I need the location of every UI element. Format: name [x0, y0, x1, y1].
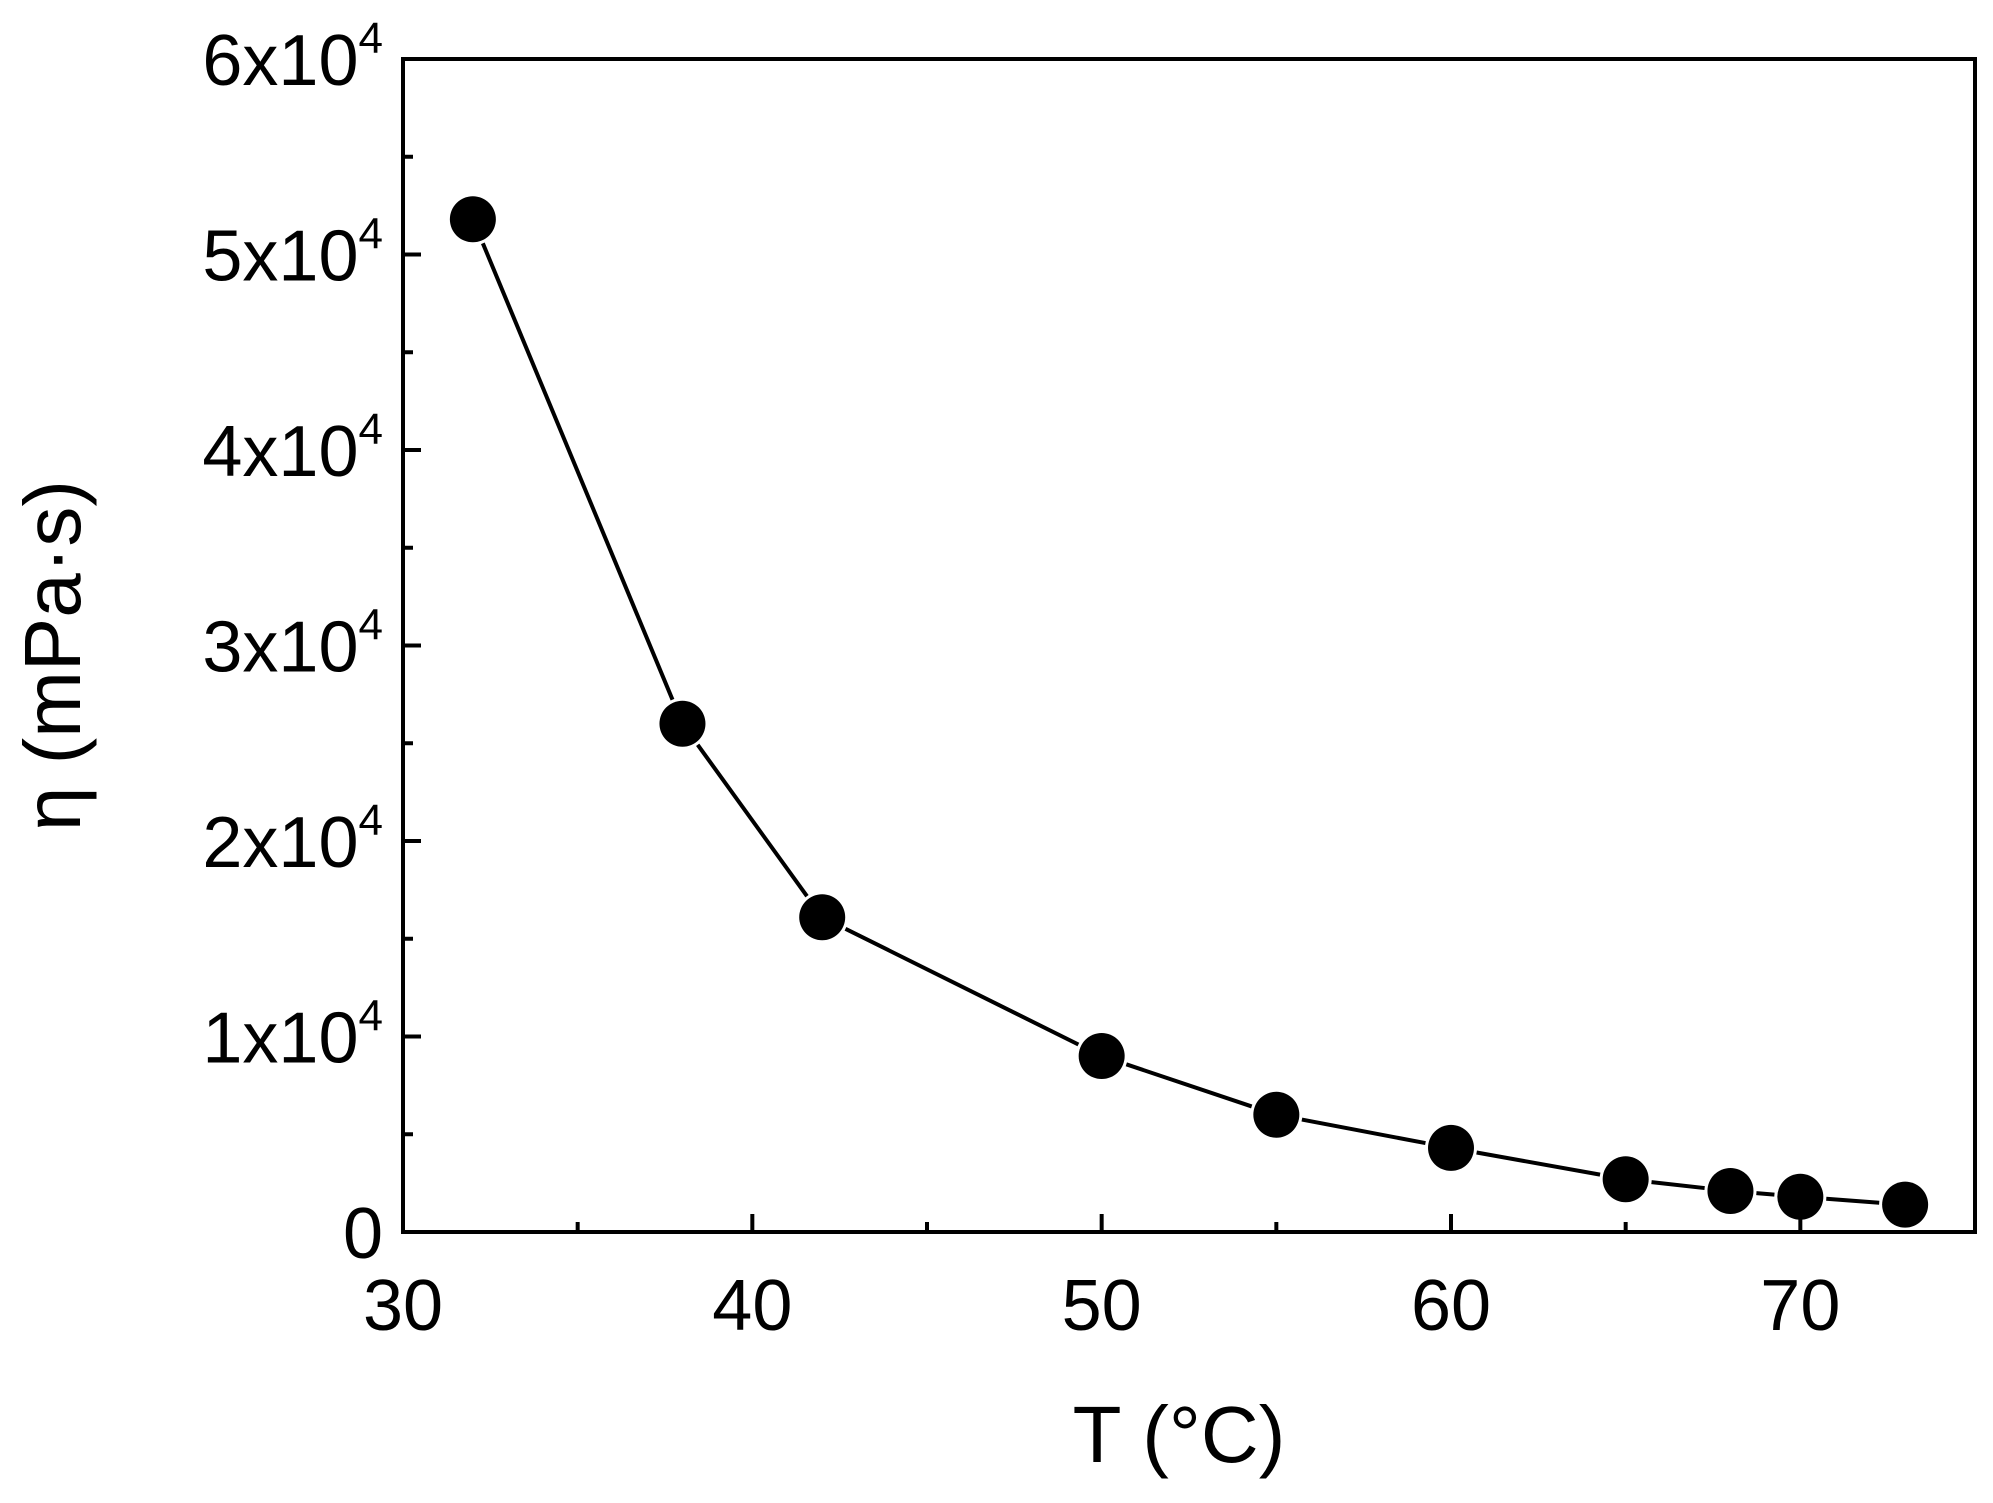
axis-ticks — [401, 57, 1977, 1234]
y-tick-labels: 0 1x104 2x104 3x104 4x104 5x104 6x104 — [202, 14, 383, 1274]
y-tick-label: 5x104 — [202, 210, 383, 297]
series-line-segment — [1476, 1150, 1601, 1177]
series-line-segment — [696, 743, 809, 898]
series-line-segment — [844, 927, 1080, 1047]
series-line-segment — [1301, 1117, 1426, 1146]
y-tick-label: 1x104 — [202, 992, 383, 1079]
y-tick-label: 0 — [343, 1194, 383, 1274]
x-tick-label: 30 — [363, 1266, 443, 1346]
data-point — [1882, 1181, 1929, 1228]
data-point — [1602, 1156, 1649, 1203]
y-tick-label: 4x104 — [202, 405, 383, 492]
data-point — [449, 196, 496, 243]
x-tick-label: 70 — [1760, 1266, 1840, 1346]
x-tick-label: 40 — [712, 1266, 792, 1346]
x-axis-label: T (°C) — [1073, 1390, 1286, 1479]
data-point — [1428, 1124, 1474, 1171]
y-tick-label: 6x104 — [202, 14, 383, 101]
x-tick-label: 60 — [1411, 1266, 1491, 1346]
x-tick-label: 50 — [1062, 1266, 1142, 1346]
y-tick-label: 2x104 — [202, 796, 383, 883]
series-line-segment — [1651, 1180, 1705, 1191]
series-line-segments — [480, 242, 1880, 1205]
series-line-segment — [1826, 1196, 1880, 1205]
series-line-segment — [1125, 1062, 1253, 1109]
data-point — [1707, 1167, 1754, 1214]
plot-frame — [401, 57, 1977, 1234]
data-point — [1253, 1091, 1300, 1138]
data-point — [799, 894, 846, 941]
data-point — [1078, 1033, 1125, 1080]
series-line-segment — [1756, 1191, 1775, 1197]
x-tick-labels: 30 40 50 60 70 — [363, 1266, 1840, 1346]
y-axis-label: η (mPa·s) — [8, 480, 97, 831]
data-point — [659, 700, 706, 747]
series-line-segment — [480, 242, 675, 701]
y-tick-label: 3x104 — [202, 601, 383, 688]
series-points — [449, 196, 1929, 1228]
data-point — [1777, 1173, 1824, 1220]
